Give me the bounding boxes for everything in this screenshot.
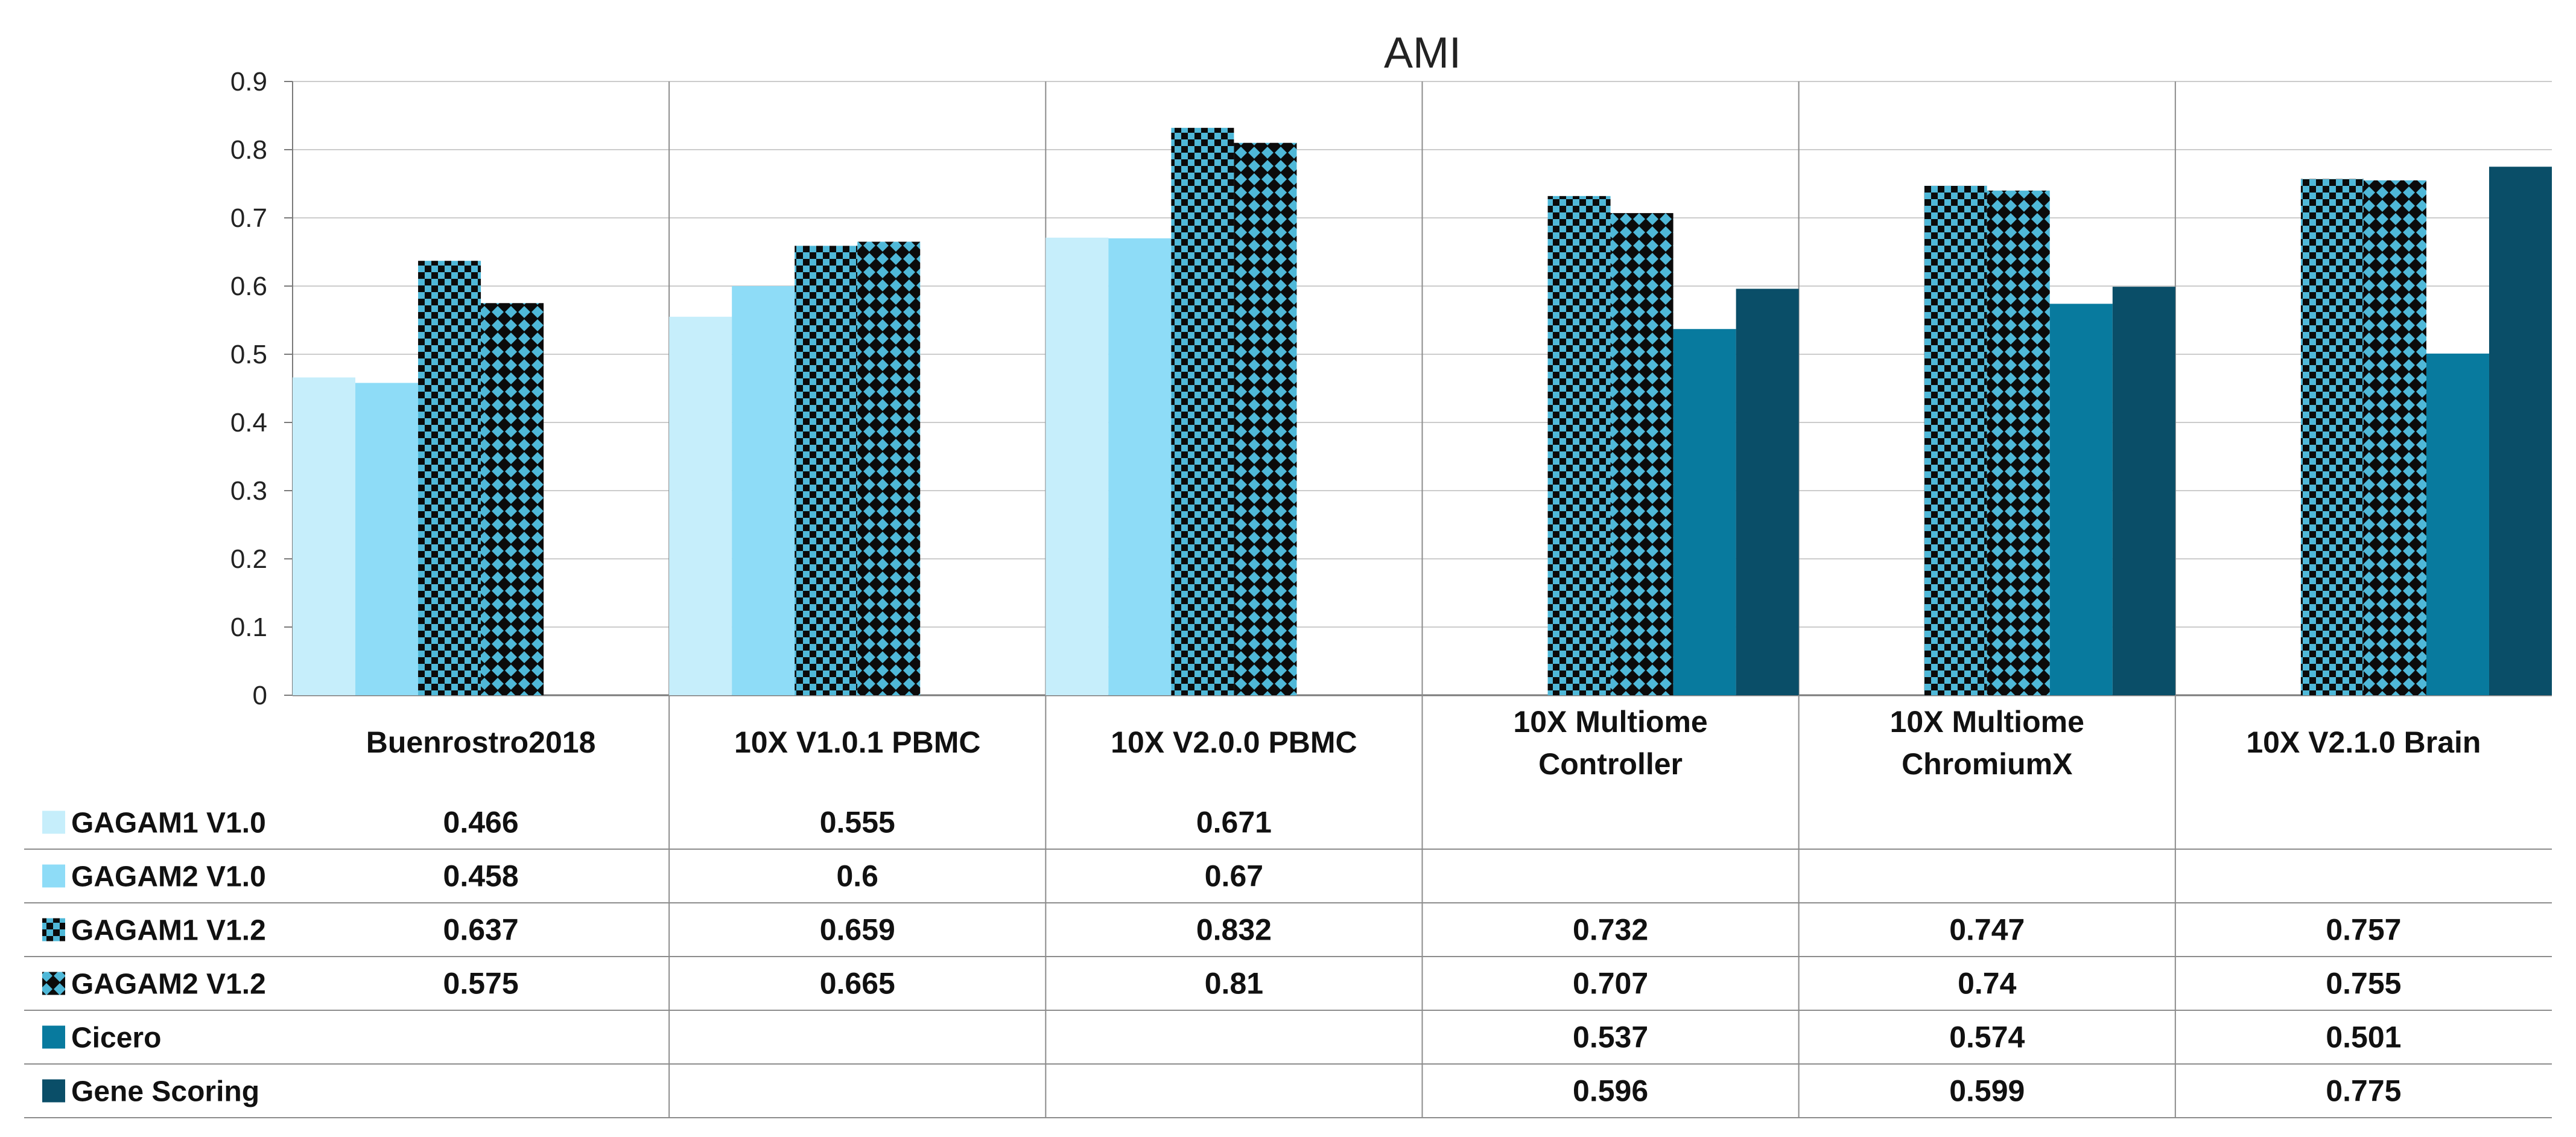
bar — [1610, 213, 1673, 696]
data-table-cell: 0.6 — [836, 859, 878, 893]
data-table-cell: 0.665 — [820, 967, 895, 1001]
bar — [1673, 329, 1736, 695]
y-tick-label: 0.9 — [230, 67, 267, 97]
data-table-cell: 0.466 — [443, 806, 519, 839]
bars — [293, 127, 2552, 696]
data-table-cell: 0.707 — [1573, 967, 1648, 1001]
data-table-cell: 0.537 — [1573, 1021, 1648, 1054]
bar — [2489, 167, 2552, 695]
y-tick-label: 0.1 — [230, 613, 267, 642]
legend-swatch — [42, 864, 65, 888]
y-tick-label: 0.2 — [230, 544, 267, 574]
y-tick-label: 0.3 — [230, 476, 267, 506]
bar — [669, 316, 732, 695]
bar — [795, 246, 858, 696]
bar — [481, 303, 544, 695]
data-table-cell: 0.755 — [2326, 967, 2401, 1001]
data-table: Buenrostro2018 10X V1.0.1 PBMC 10X V2.0.0 … — [24, 705, 2552, 1118]
bar — [1924, 185, 1987, 695]
data-table-cell: 0.575 — [443, 967, 519, 1001]
legend-swatch — [42, 1079, 65, 1103]
data-table-cell: 0.574 — [1949, 1021, 2025, 1054]
category-label: Buenrostro2018 — [366, 725, 596, 759]
data-table-cell: 0.747 — [1949, 913, 2025, 947]
data-table-cell: 0.637 — [443, 913, 519, 947]
bar — [1234, 142, 1297, 695]
bar — [732, 286, 795, 695]
data-table-cell: 0.832 — [1196, 913, 1272, 947]
data-table-cell: 0.775 — [2326, 1074, 2401, 1108]
category-label: 10X V1.0.1 PBMC — [734, 725, 981, 759]
bar — [1108, 238, 1172, 695]
bar — [2049, 304, 2113, 695]
bar — [2300, 179, 2364, 696]
bar — [1171, 127, 1234, 696]
data-table-cell: 0.501 — [2326, 1021, 2401, 1054]
data-table-cell: 0.671 — [1196, 806, 1272, 839]
y-tick-label: 0.8 — [230, 135, 267, 165]
category-label: 10X V2.1.0 Brain — [2246, 725, 2481, 759]
data-table-cell: 0.659 — [820, 913, 895, 947]
bar — [1987, 190, 2050, 695]
legend-label: Cicero — [71, 1022, 161, 1054]
legend-swatch — [42, 811, 65, 834]
y-tick-label: 0.7 — [230, 203, 267, 233]
y-axis-ticks: 0 0.1 0.2 0.3 0.4 0.5 0.6 0.7 0.8 0.9 — [230, 67, 267, 710]
legend-label: Gene Scoring — [71, 1076, 259, 1108]
legend-swatch — [42, 972, 65, 995]
bar — [2426, 353, 2489, 695]
y-tick-label: 0.4 — [230, 408, 267, 438]
gridlines — [284, 81, 2552, 1118]
data-table-cell: 0.599 — [1949, 1074, 2025, 1108]
legend-label: GAGAM2 V1.0 — [71, 861, 266, 893]
data-table-cell: 0.67 — [1205, 859, 1263, 893]
legend-label: GAGAM1 V1.0 — [71, 807, 266, 839]
data-table-cell: 0.555 — [820, 806, 895, 839]
bar — [418, 261, 481, 695]
category-label: 10X V2.0.0 PBMC — [1111, 725, 1357, 759]
bar — [1736, 288, 1799, 695]
category-label: ChromiumX — [1902, 747, 2072, 781]
bar — [293, 377, 356, 695]
bar — [2112, 287, 2175, 695]
y-tick-label: 0.6 — [230, 272, 267, 301]
legend-label: GAGAM1 V1.2 — [71, 915, 266, 947]
category-label: 10X Multiome — [1513, 705, 1707, 739]
legend-swatch — [42, 918, 65, 941]
bar — [355, 383, 419, 695]
y-tick-label: 0.5 — [230, 340, 267, 369]
chart-title: AMI — [1384, 29, 1461, 77]
data-table-cell: 0.458 — [443, 859, 519, 893]
data-table-cell: 0.596 — [1573, 1074, 1648, 1108]
data-table-cell: 0.757 — [2326, 913, 2401, 947]
bar — [1045, 237, 1109, 695]
bar — [857, 241, 921, 695]
category-label: 10X Multiome — [1890, 705, 2084, 739]
data-table-cell: 0.81 — [1205, 967, 1263, 1001]
legend-swatch — [42, 1025, 65, 1049]
category-label: Controller — [1538, 747, 1683, 781]
bar — [2363, 180, 2426, 696]
legend-label: GAGAM2 V1.2 — [71, 969, 266, 1001]
data-table-cell: 0.74 — [1958, 967, 2017, 1001]
bar — [1547, 196, 1611, 696]
data-table-cell: 0.732 — [1573, 913, 1648, 947]
y-tick-label: 0 — [253, 681, 267, 710]
